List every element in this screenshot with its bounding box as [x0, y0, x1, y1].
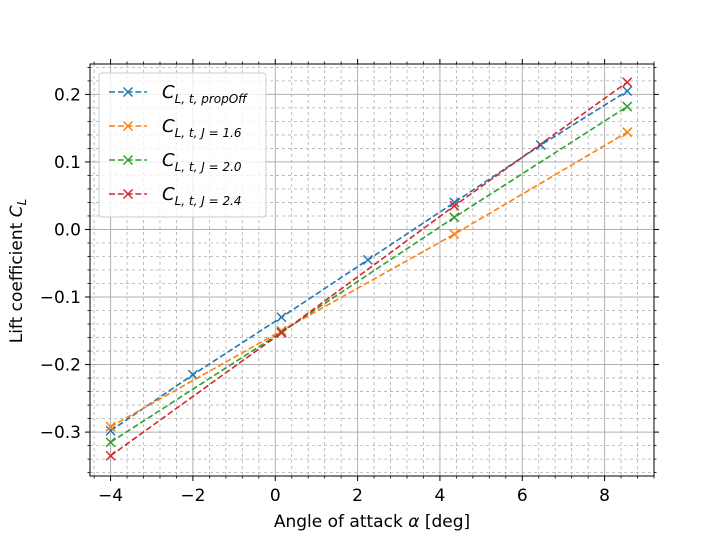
data-point — [276, 327, 287, 338]
data-point — [105, 425, 116, 436]
y-tick-label: 0.1 — [54, 153, 81, 173]
series-1 — [105, 127, 633, 432]
x-tick-label: 4 — [435, 486, 446, 506]
legend-marker — [122, 154, 134, 166]
series-line — [110, 105, 628, 443]
data-point — [362, 254, 373, 265]
y-axis-label: Lift coefficient CL — [7, 199, 29, 344]
y-tick-label: −0.3 — [40, 423, 81, 443]
data-point — [622, 127, 633, 138]
legend-label: CL, t, J = 2.4 — [162, 184, 242, 208]
data-point — [105, 437, 116, 448]
x-tick-label: 6 — [517, 486, 528, 506]
data-point — [105, 450, 116, 461]
series-layer — [105, 77, 633, 461]
data-point — [449, 229, 460, 240]
legend-marker — [122, 120, 134, 132]
legend-marker — [122, 188, 134, 200]
data-point — [449, 197, 460, 208]
data-point — [105, 421, 116, 432]
data-point — [187, 369, 198, 380]
data-point — [449, 212, 460, 223]
x-tick-label: 8 — [599, 486, 610, 506]
x-tick-label: −4 — [98, 486, 123, 506]
series-line — [110, 81, 628, 457]
legend-item: CL, t, propOff — [109, 82, 248, 106]
x-tick-label: 0 — [270, 486, 281, 506]
data-point — [276, 325, 287, 336]
y-tick-label: 0.0 — [54, 220, 81, 240]
data-point — [449, 200, 460, 211]
series-0 — [105, 85, 633, 436]
y-tick-label: −0.1 — [40, 288, 81, 308]
legend-item: CL, t, J = 2.4 — [109, 184, 242, 208]
legend-box — [98, 72, 267, 218]
series-3 — [105, 77, 633, 461]
y-tick-label: 0.2 — [54, 85, 81, 105]
legend-label: CL, t, propOff — [162, 82, 248, 106]
series-line — [110, 131, 628, 428]
legend: CL, t, propOff CL, t, J = 1.6 CL, t, J = 2… — [98, 72, 267, 218]
data-point — [622, 77, 633, 88]
data-point — [535, 140, 546, 151]
legend-item: CL, t, J = 1.6 — [109, 116, 242, 140]
y-tick-label: −0.2 — [40, 356, 81, 376]
x-tick-label: 2 — [352, 486, 363, 506]
legend-label: CL, t, J = 2.0 — [162, 150, 242, 174]
data-point — [276, 312, 287, 323]
x-axis-label: Angle of attack α [deg] — [274, 512, 470, 532]
legend-label: CL, t, J = 1.6 — [162, 116, 242, 140]
axis-tick-labels: −4 −2 0 2 4 6 8 −0.3 −0.2 −0.1 0.0 0.1 0.2 — [40, 85, 610, 506]
x-tick-label: −2 — [180, 486, 205, 506]
data-point — [622, 101, 633, 112]
data-point — [622, 85, 633, 97]
axis-ticks — [85, 59, 659, 481]
legend-marker — [122, 86, 134, 98]
legend-item: CL, t, J = 2.0 — [109, 150, 242, 174]
